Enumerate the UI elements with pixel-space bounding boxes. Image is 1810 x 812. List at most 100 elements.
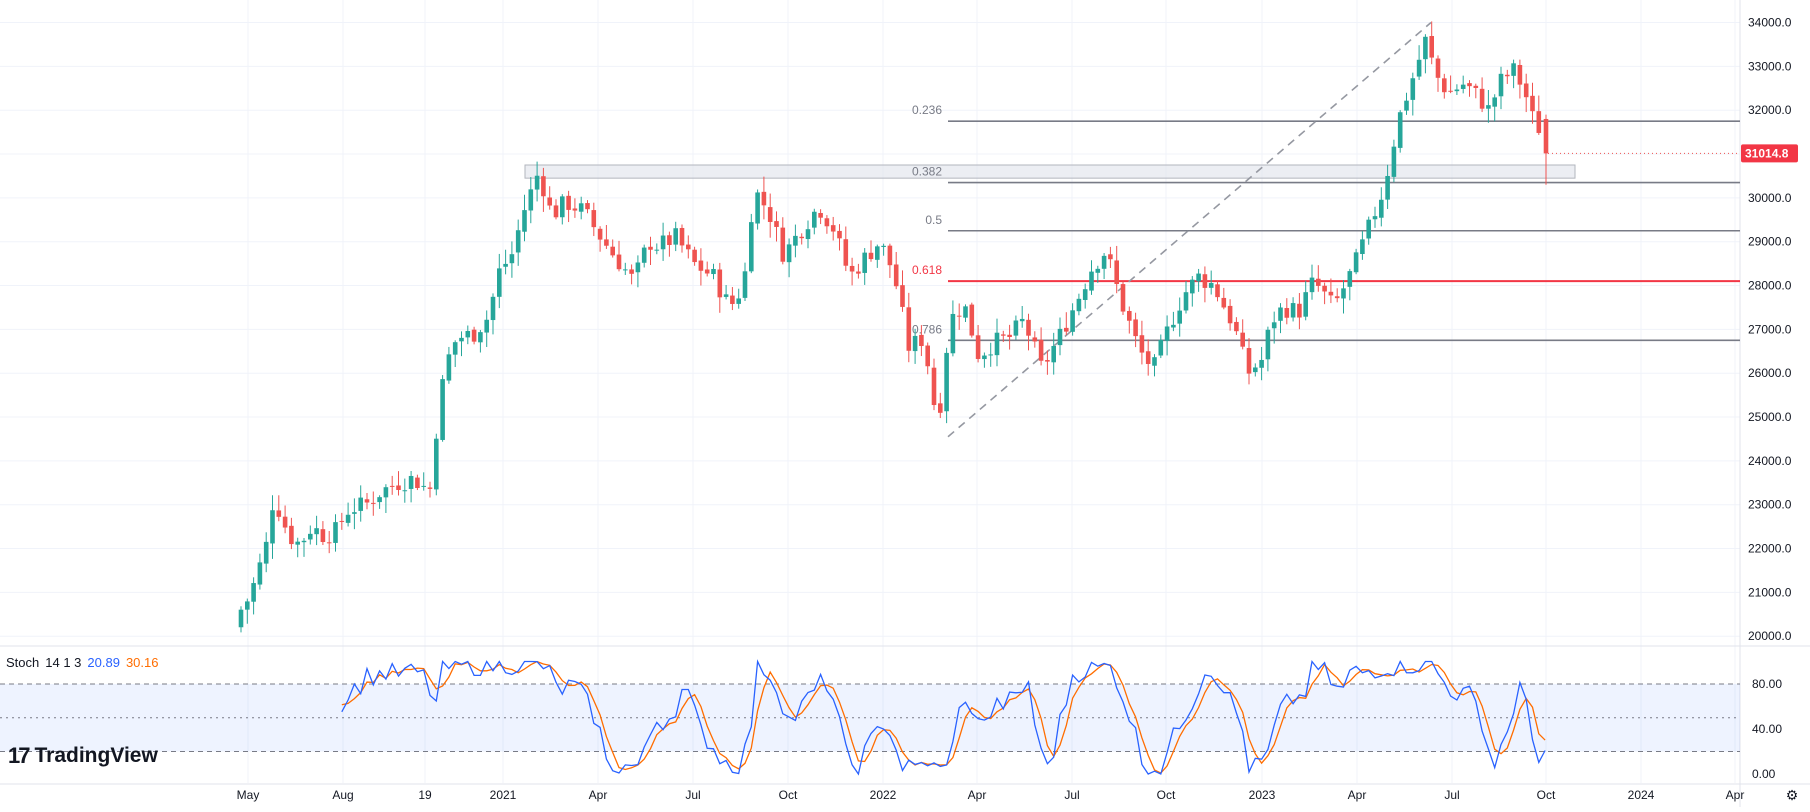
fib-level-label: 0.236	[912, 103, 942, 117]
candle-body	[704, 269, 710, 274]
candle-body	[1007, 334, 1012, 337]
time-tick-label: 19	[418, 788, 432, 802]
candle-body	[799, 236, 804, 239]
candle-body	[1202, 274, 1208, 288]
stoch-k-line	[341, 659, 1546, 776]
price-tick-label: 27000.0	[1748, 322, 1792, 336]
candle-body	[1032, 337, 1038, 342]
candle-body	[452, 342, 458, 355]
price-tick-label: 33000.0	[1748, 59, 1792, 73]
candle-body	[484, 319, 489, 333]
price-tick-label: 29000.0	[1748, 235, 1792, 249]
candle-body	[1133, 319, 1138, 337]
time-tick-label: Apr	[589, 788, 608, 802]
candle-body	[459, 337, 464, 342]
candle-body	[1379, 199, 1384, 218]
candle-body	[623, 269, 628, 271]
candle-body	[875, 246, 880, 260]
candle-body	[969, 304, 975, 336]
candle-body	[1076, 298, 1082, 312]
candle-body	[415, 477, 420, 489]
candle-body	[982, 355, 987, 360]
candle-body	[1171, 324, 1176, 328]
settings-gear-icon[interactable]: ⚙	[1785, 787, 1799, 803]
candle-body	[1467, 83, 1472, 87]
candle-body	[868, 252, 874, 260]
time-tick-label: Oct	[1537, 788, 1556, 802]
candle-body	[1536, 111, 1542, 133]
candle-body	[679, 227, 685, 246]
candle-body	[881, 245, 886, 247]
tradingview-logo-icon: 17	[8, 743, 31, 768]
time-tick-label: Jul	[1064, 788, 1079, 802]
candle-body	[723, 294, 729, 297]
candle-body	[257, 562, 263, 585]
candle-body	[1523, 83, 1529, 98]
price-tick-label: 21000.0	[1748, 585, 1792, 599]
price-tick-label: 32000.0	[1748, 103, 1792, 117]
candle-body	[326, 542, 332, 544]
candle-body	[1145, 351, 1151, 364]
candle-body	[314, 528, 319, 535]
candle-body	[541, 176, 546, 197]
price-tick-label: 25000.0	[1748, 410, 1792, 424]
candle-body	[698, 260, 704, 271]
candle-body	[1517, 65, 1523, 85]
candle-body	[1221, 297, 1227, 308]
tradingview-logo[interactable]: 17 TradingView	[8, 743, 158, 769]
candle-body	[629, 269, 634, 274]
candle-body	[730, 295, 735, 304]
candle-body	[1108, 254, 1113, 260]
candle-body	[440, 379, 445, 440]
candle-body	[560, 196, 565, 218]
candle-body	[667, 235, 672, 245]
fib-level-label: 0.786	[912, 322, 942, 336]
time-tick-label: Oct	[1157, 788, 1176, 802]
time-tick-label: Apr	[968, 788, 987, 802]
candle-body	[1322, 285, 1327, 292]
candle-body	[1334, 296, 1340, 299]
stoch-tick-label: 40.00	[1752, 722, 1782, 736]
candle-body	[553, 205, 559, 218]
trendline-dashed	[947, 21, 1432, 438]
candle-body	[371, 502, 376, 504]
candle-body	[320, 529, 326, 543]
candle-body	[251, 583, 256, 602]
candle-body	[333, 522, 338, 543]
candle-body	[1290, 303, 1296, 318]
candle-body	[1448, 90, 1453, 92]
candle-body	[925, 345, 930, 367]
candle-body	[1366, 219, 1371, 239]
candle-body	[849, 265, 855, 272]
candle-body	[1505, 74, 1510, 77]
time-tick-label: 2024	[1628, 788, 1655, 802]
candle-body	[736, 298, 741, 304]
candle-body	[1164, 326, 1170, 341]
candle-body	[578, 203, 584, 212]
candle-body	[1404, 100, 1409, 111]
candle-body	[717, 269, 723, 298]
candle-body	[339, 520, 345, 522]
stoch-legend: Stoch 14 1 3 20.89 30.16	[6, 655, 165, 670]
candle-body	[1442, 78, 1447, 93]
price-tick-label: 24000.0	[1748, 454, 1792, 468]
candle-body	[975, 335, 981, 359]
candle-body	[396, 485, 401, 490]
candle-body	[1152, 357, 1157, 366]
candle-body	[383, 487, 389, 498]
candle-body	[830, 225, 836, 232]
candle-body	[1057, 328, 1063, 346]
candle-body	[1271, 322, 1277, 329]
candle-body	[805, 229, 811, 240]
candle-body	[1385, 175, 1390, 200]
time-tick-label: Jul	[1444, 788, 1459, 802]
candle-body	[434, 438, 439, 490]
candle-body	[950, 313, 956, 354]
candle-body	[1234, 321, 1239, 332]
candle-body	[906, 307, 912, 351]
candle-body	[641, 247, 647, 263]
candle-body	[547, 197, 552, 206]
